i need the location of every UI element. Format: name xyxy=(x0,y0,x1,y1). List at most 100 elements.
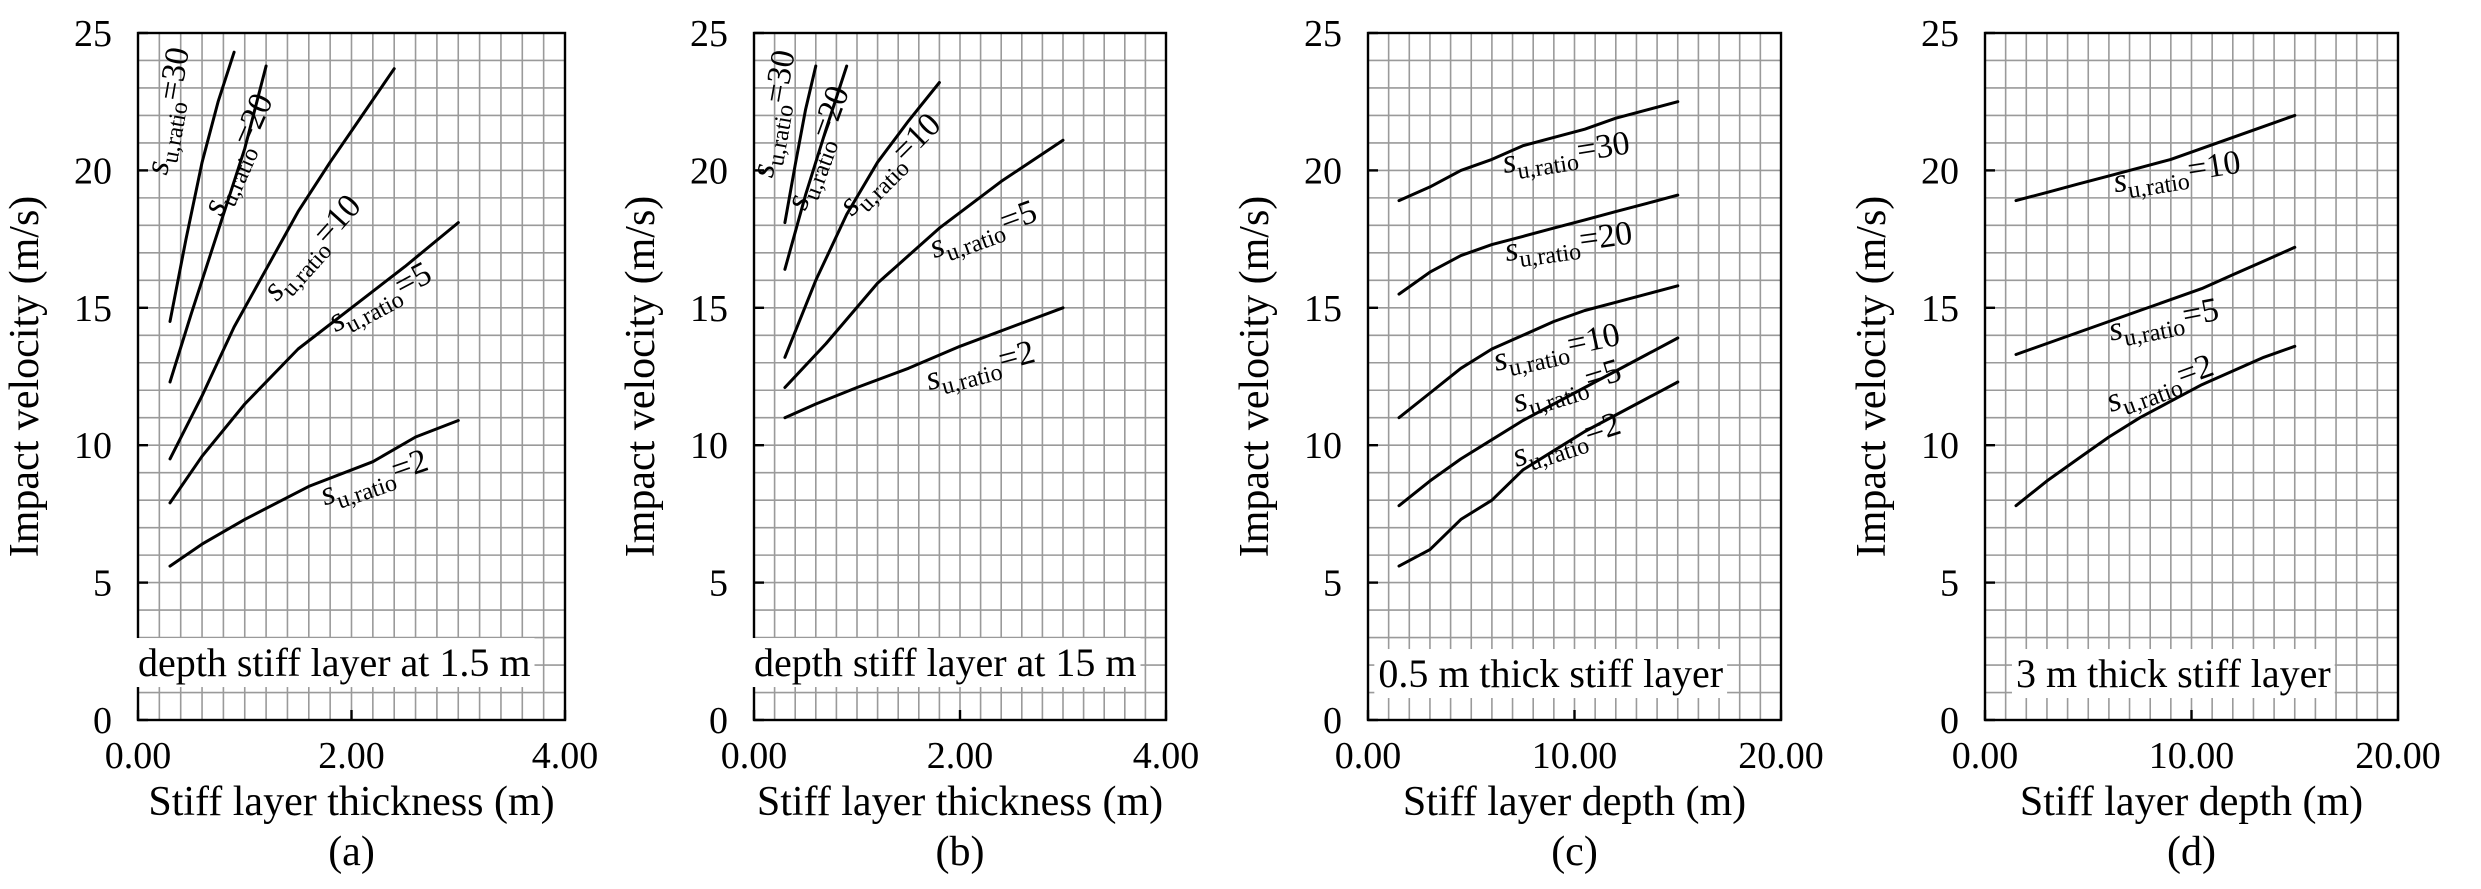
x-axis-title: Stiff layer thickness (m) xyxy=(148,779,554,825)
series-line xyxy=(1397,100,1680,203)
series-label-value: =10 xyxy=(2185,144,2243,189)
panel-annotation: depth stiff layer at 1.5 m xyxy=(138,640,531,685)
series-label: su,ratio=5 xyxy=(322,255,441,345)
y-tick-label: 15 xyxy=(74,288,112,330)
y-tick-label: 0 xyxy=(1940,700,1959,742)
y-axis-title: Impact velocity (m/s) xyxy=(2,196,48,558)
y-tick-label: 5 xyxy=(1940,563,1959,605)
y-tick-label: 15 xyxy=(690,288,728,330)
series-line xyxy=(168,50,236,323)
grid xyxy=(138,33,565,720)
x-tick-label: 4.00 xyxy=(532,735,599,777)
x-tick-label: 0.00 xyxy=(721,735,788,777)
series-label-symbol: s xyxy=(138,158,177,177)
y-tick-label: 20 xyxy=(690,150,728,192)
panel-annotation: depth stiff layer at 15 m xyxy=(754,640,1137,685)
series-label: su,ratio=30 xyxy=(1500,124,1634,187)
series-label: su,ratio=30 xyxy=(138,44,203,178)
series-line xyxy=(168,64,268,384)
panel-label: (d) xyxy=(2167,829,2216,875)
y-axis-title: Impact velocity (m/s) xyxy=(1232,196,1278,558)
series-line xyxy=(168,419,460,568)
y-tick-label: 25 xyxy=(1304,13,1342,55)
series-line xyxy=(1397,193,1680,296)
series-label-subscript: u,ratio xyxy=(943,221,1010,267)
x-tick-label: 0.00 xyxy=(105,735,172,777)
y-tick-label: 10 xyxy=(1921,425,1959,467)
series-label-subscript: u,ratio xyxy=(157,100,193,166)
panel-annotation: 0.5 m thick stiff layer xyxy=(1378,651,1723,696)
series-label: su,ratio=2 xyxy=(2101,347,2220,426)
series-label-symbol: s xyxy=(2111,162,2130,201)
y-axis-title: Impact velocity (m/s) xyxy=(618,196,664,558)
annotation-background xyxy=(134,638,535,688)
series-label-subscript: u,ratio xyxy=(2126,169,2191,204)
series-label-subscript: u,ratio xyxy=(333,470,400,515)
chart-panel-3: 0.00 10.00 20.00 0 5 10 15 20 25 Stiff layer dept… xyxy=(1232,13,1824,875)
y-tick-label: 25 xyxy=(1921,13,1959,55)
x-tick-label: 20.00 xyxy=(1738,735,1824,777)
x-axis-title: Stiff layer thickness (m) xyxy=(757,779,1163,825)
series-label-subscript: u,ratio xyxy=(1518,239,1583,273)
series-line xyxy=(1397,284,1680,420)
series-line xyxy=(168,67,396,461)
series-label-subscript: u,ratio xyxy=(1526,433,1593,477)
series-label-value: =30 xyxy=(151,44,197,103)
panel-annotation: 3 m thick stiff layer xyxy=(2016,651,2331,696)
series-label-symbol: s xyxy=(1500,142,1519,181)
y-tick-label: 20 xyxy=(74,150,112,192)
series-label-symbol: s xyxy=(1502,231,1520,269)
series-label-subscript: u,ratio xyxy=(1515,150,1580,185)
series-label-value: =20 xyxy=(225,88,280,152)
chart-panel-1: 0.00 2.00 4.00 0 5 10 15 20 25 Stiff layer thickn… xyxy=(2,13,598,875)
y-tick-label: 5 xyxy=(93,563,112,605)
series-label-value: =30 xyxy=(1574,124,1632,169)
series-line xyxy=(783,64,818,225)
y-tick-label: 25 xyxy=(690,13,728,55)
series-label: su,ratio=5 xyxy=(924,193,1043,272)
series-label: su,ratio=2 xyxy=(315,442,434,519)
x-tick-label: 10.00 xyxy=(1532,735,1618,777)
x-tick-label: 10.00 xyxy=(2149,735,2235,777)
x-tick-label: 0.00 xyxy=(1952,735,2019,777)
series-line xyxy=(783,64,849,271)
annotation-background xyxy=(750,638,1141,688)
y-tick-label: 0 xyxy=(709,700,728,742)
y-tick-label: 0 xyxy=(1323,700,1342,742)
series-label-subscript: u,ratio xyxy=(1506,344,1572,382)
chart-panel-2: 0.00 2.00 4.00 0 5 10 15 20 25 Stiff layer thickn… xyxy=(618,13,1199,875)
series-label-value: =30 xyxy=(757,47,803,106)
series-line xyxy=(2014,113,2297,203)
y-tick-label: 5 xyxy=(1323,563,1342,605)
grid xyxy=(1368,33,1781,720)
chart-panel-4: 0.00 10.00 20.00 0 5 10 15 20 25 Stiff layer dept… xyxy=(1849,13,2441,875)
series-label: su,ratio=10 xyxy=(2111,144,2245,207)
series-line xyxy=(783,306,1065,420)
series-line xyxy=(783,81,941,359)
series-label: su,ratio=10 xyxy=(831,106,952,227)
series-line xyxy=(168,221,460,505)
x-axis-title: Stiff layer depth (m) xyxy=(2020,779,2363,825)
y-tick-label: 25 xyxy=(74,13,112,55)
x-tick-label: 2.00 xyxy=(318,735,385,777)
y-tick-label: 15 xyxy=(1921,288,1959,330)
series-label-subscript: u,ratio xyxy=(2122,315,2188,352)
x-tick-label: 0.00 xyxy=(1335,735,1402,777)
y-tick-label: 10 xyxy=(1304,425,1342,467)
series-label-subscript: u,ratio xyxy=(763,102,799,168)
panel-label: (b) xyxy=(936,829,985,875)
panel-label: (c) xyxy=(1551,829,1598,875)
series-label: su,ratio=20 xyxy=(195,88,287,223)
y-tick-label: 5 xyxy=(709,563,728,605)
series-label-value: =20 xyxy=(804,81,857,144)
annotation-background xyxy=(2011,649,2335,699)
series-line xyxy=(2014,245,2297,356)
series-label-value: =5 xyxy=(2179,291,2222,334)
y-tick-label: 0 xyxy=(93,700,112,742)
annotation-background xyxy=(1374,649,1728,699)
y-tick-label: 20 xyxy=(1304,150,1342,192)
series-label: su,ratio=10 xyxy=(255,187,373,311)
y-tick-label: 15 xyxy=(1304,288,1342,330)
x-axis-title: Stiff layer depth (m) xyxy=(1403,779,1746,825)
